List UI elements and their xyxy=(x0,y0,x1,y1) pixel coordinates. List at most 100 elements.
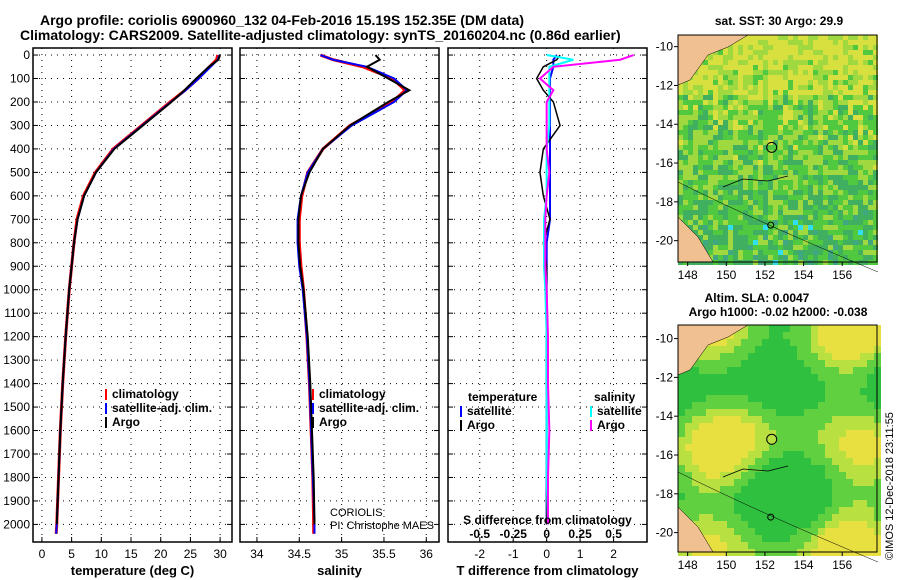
map-cell xyxy=(783,155,788,160)
map-cell xyxy=(769,437,776,444)
map-cell xyxy=(755,339,762,346)
map-cell xyxy=(793,235,798,240)
lat-tick-label: -16 xyxy=(656,448,674,462)
map-cell xyxy=(808,45,813,50)
map-cell xyxy=(838,60,843,65)
map-cell xyxy=(848,65,853,70)
map-cell xyxy=(778,205,783,210)
map-cell xyxy=(858,165,863,170)
map-cell xyxy=(738,125,743,130)
map-cell xyxy=(720,535,727,542)
map-cell xyxy=(718,115,723,120)
map-cell xyxy=(685,430,692,437)
map-cell xyxy=(776,535,783,542)
map-cell xyxy=(683,95,688,100)
map-cell xyxy=(763,40,768,45)
map-cell xyxy=(763,70,768,75)
map-cell xyxy=(734,381,741,388)
map-cell xyxy=(833,180,838,185)
map-cell xyxy=(818,120,823,125)
map-cell xyxy=(758,250,763,255)
map-cell xyxy=(778,155,783,160)
map-cell xyxy=(790,493,797,500)
map-cell xyxy=(738,110,743,115)
map-cell xyxy=(708,70,713,75)
map-cell xyxy=(808,195,813,200)
map-cell xyxy=(773,210,778,215)
map-cell xyxy=(703,230,708,235)
map-cell xyxy=(825,486,832,493)
map-cell xyxy=(753,75,758,80)
map-cell xyxy=(797,437,804,444)
map-cell xyxy=(738,135,743,140)
map-cell xyxy=(743,230,748,235)
map-cell xyxy=(803,55,808,60)
map-cell xyxy=(818,90,823,95)
map-cell xyxy=(818,220,823,225)
map-cell xyxy=(818,346,825,353)
map-cell xyxy=(833,250,838,255)
map-cell xyxy=(773,205,778,210)
map-cell xyxy=(738,240,743,245)
map-cell xyxy=(873,60,878,65)
map-cell xyxy=(678,145,683,150)
map-cell xyxy=(867,507,874,514)
map-cell xyxy=(768,175,773,180)
map-cell xyxy=(713,542,720,549)
difference-frame xyxy=(447,47,648,543)
map-cell xyxy=(706,395,713,402)
map-cell xyxy=(733,140,738,145)
map-cell xyxy=(818,55,823,60)
map-cell xyxy=(688,170,693,175)
map-cell xyxy=(778,110,783,115)
map-cell xyxy=(858,90,863,95)
map-cell xyxy=(846,535,853,542)
map-cell xyxy=(713,479,720,486)
map-cell xyxy=(769,360,776,367)
map-cell xyxy=(743,80,748,85)
map-cell xyxy=(755,409,762,416)
map-cell xyxy=(698,170,703,175)
map-cell xyxy=(698,80,703,85)
map-cell xyxy=(853,451,860,458)
map-cell xyxy=(793,230,798,235)
map-cell xyxy=(693,140,698,145)
map-cell xyxy=(778,85,783,90)
map-cell xyxy=(768,100,773,105)
map-cell xyxy=(720,367,727,374)
map-cell xyxy=(788,165,793,170)
map-cell xyxy=(811,444,818,451)
map-cell xyxy=(699,381,706,388)
map-cell xyxy=(860,535,867,542)
map-cell xyxy=(863,110,868,115)
map-cell xyxy=(833,75,838,80)
map-cell xyxy=(748,409,755,416)
map-cell xyxy=(693,165,698,170)
map-cell xyxy=(873,160,878,165)
map-cell xyxy=(833,135,838,140)
map-cell xyxy=(753,200,758,205)
map-cell xyxy=(804,374,811,381)
map-cell xyxy=(803,205,808,210)
map-cell xyxy=(738,90,743,95)
map-cell xyxy=(873,150,878,155)
map-cell xyxy=(748,325,755,332)
map-cell xyxy=(823,210,828,215)
map-cell xyxy=(734,416,741,423)
map-cell xyxy=(823,240,828,245)
map-cell xyxy=(727,500,734,507)
map-cell xyxy=(708,210,713,215)
map-cell xyxy=(703,65,708,70)
map-cell xyxy=(838,150,843,155)
map-cell xyxy=(803,90,808,95)
map-cell xyxy=(843,155,848,160)
map-cell xyxy=(858,105,863,110)
map-cell xyxy=(828,220,833,225)
map-cell xyxy=(858,50,863,55)
map-cell xyxy=(734,402,741,409)
depth-tick-label: 1500 xyxy=(3,400,30,414)
map-cell xyxy=(720,479,727,486)
map-cell xyxy=(713,395,720,402)
map-cell xyxy=(776,444,783,451)
map-cell xyxy=(839,486,846,493)
